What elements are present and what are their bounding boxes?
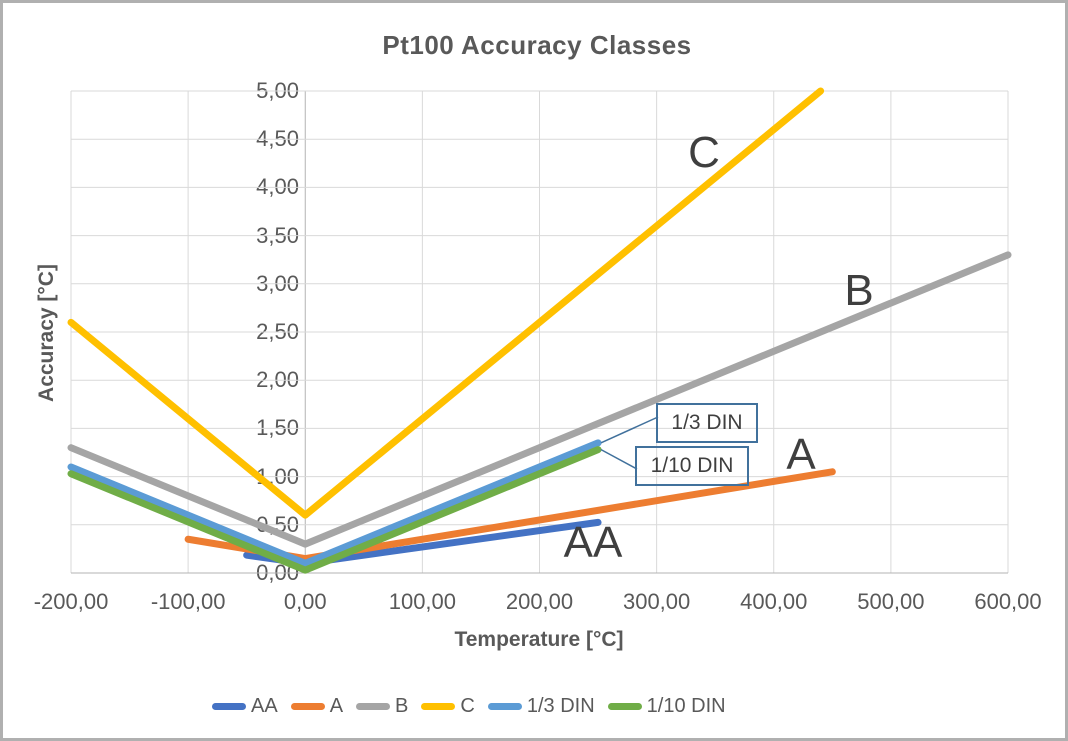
y-tick-label: 1,50 [256,415,299,441]
legend-swatch [356,702,391,710]
y-tick-label: 0,00 [256,560,299,585]
series-line-1-10-din [67,446,602,574]
callout-1-3-din: 1/3 DIN [656,403,758,443]
x-tick-label: 300,00 [622,589,691,614]
x-tick-label: 0,00 [283,589,327,614]
x-tick-label: 400,00 [740,589,808,614]
legend-item-c: C [421,694,475,718]
annotation-class-a: A [786,430,816,479]
y-tick-label: 2,50 [256,319,299,344]
legend-swatch [487,702,522,710]
legend-label: B [395,694,409,717]
annotation-class-aa: AA [563,518,623,567]
legend-swatch [607,702,642,710]
legend-item-a: A [290,694,344,718]
series-line-1-3-din [67,439,602,567]
x-tick-label: 200,00 [505,589,574,614]
y-tick-label: 3,50 [256,222,299,248]
legend-item-1-10-din: 1/10 DIN [607,694,726,718]
x-tick-label: 600,00 [974,589,1042,614]
legend-label: 1/10 DIN [646,694,726,717]
annotation-class-c: C [688,128,720,177]
x-tick-label: -100,00 [150,589,226,614]
annotation-class-b: B [844,266,874,315]
legend-item-b: B [356,695,408,718]
y-tick-label: 0,50 [256,511,299,537]
y-tick-label: 4,50 [256,126,299,152]
x-axis-title: Temperature [°C] [454,628,624,651]
legend-swatch [212,702,246,710]
callout-leader-line [600,416,659,444]
legend: AA A B C 1/3 DIN 1/10 DIN [212,694,726,718]
legend-swatch [421,702,456,710]
chart-title: Pt100 Accuracy Classes [382,30,692,60]
legend-swatch [290,702,325,710]
callout-1-10-din: 1/10 DIN [635,446,749,486]
legend-item-aa: AA [212,695,278,718]
y-tick-label: 2,00 [256,367,299,393]
y-axis-title: Accuracy [°C] [35,264,58,402]
y-tick-label: 1,00 [256,463,299,489]
legend-item-1-3-din: 1/3 DIN [487,694,595,718]
y-tick-label: 4,00 [256,174,299,200]
x-tick-label: 100,00 [388,589,457,614]
x-tick-label: -200,00 [33,589,109,614]
series-line-aa [243,518,602,567]
y-tick-label: 5,00 [256,78,299,103]
legend-label: 1/3 DIN [526,694,595,717]
legend-label: C [460,694,475,717]
x-tick-label: 500,00 [857,589,925,614]
y-tick-label: 3,00 [256,270,299,296]
legend-label: AA [251,694,278,717]
legend-label: A [329,694,344,717]
callout-leader-line [600,448,638,470]
